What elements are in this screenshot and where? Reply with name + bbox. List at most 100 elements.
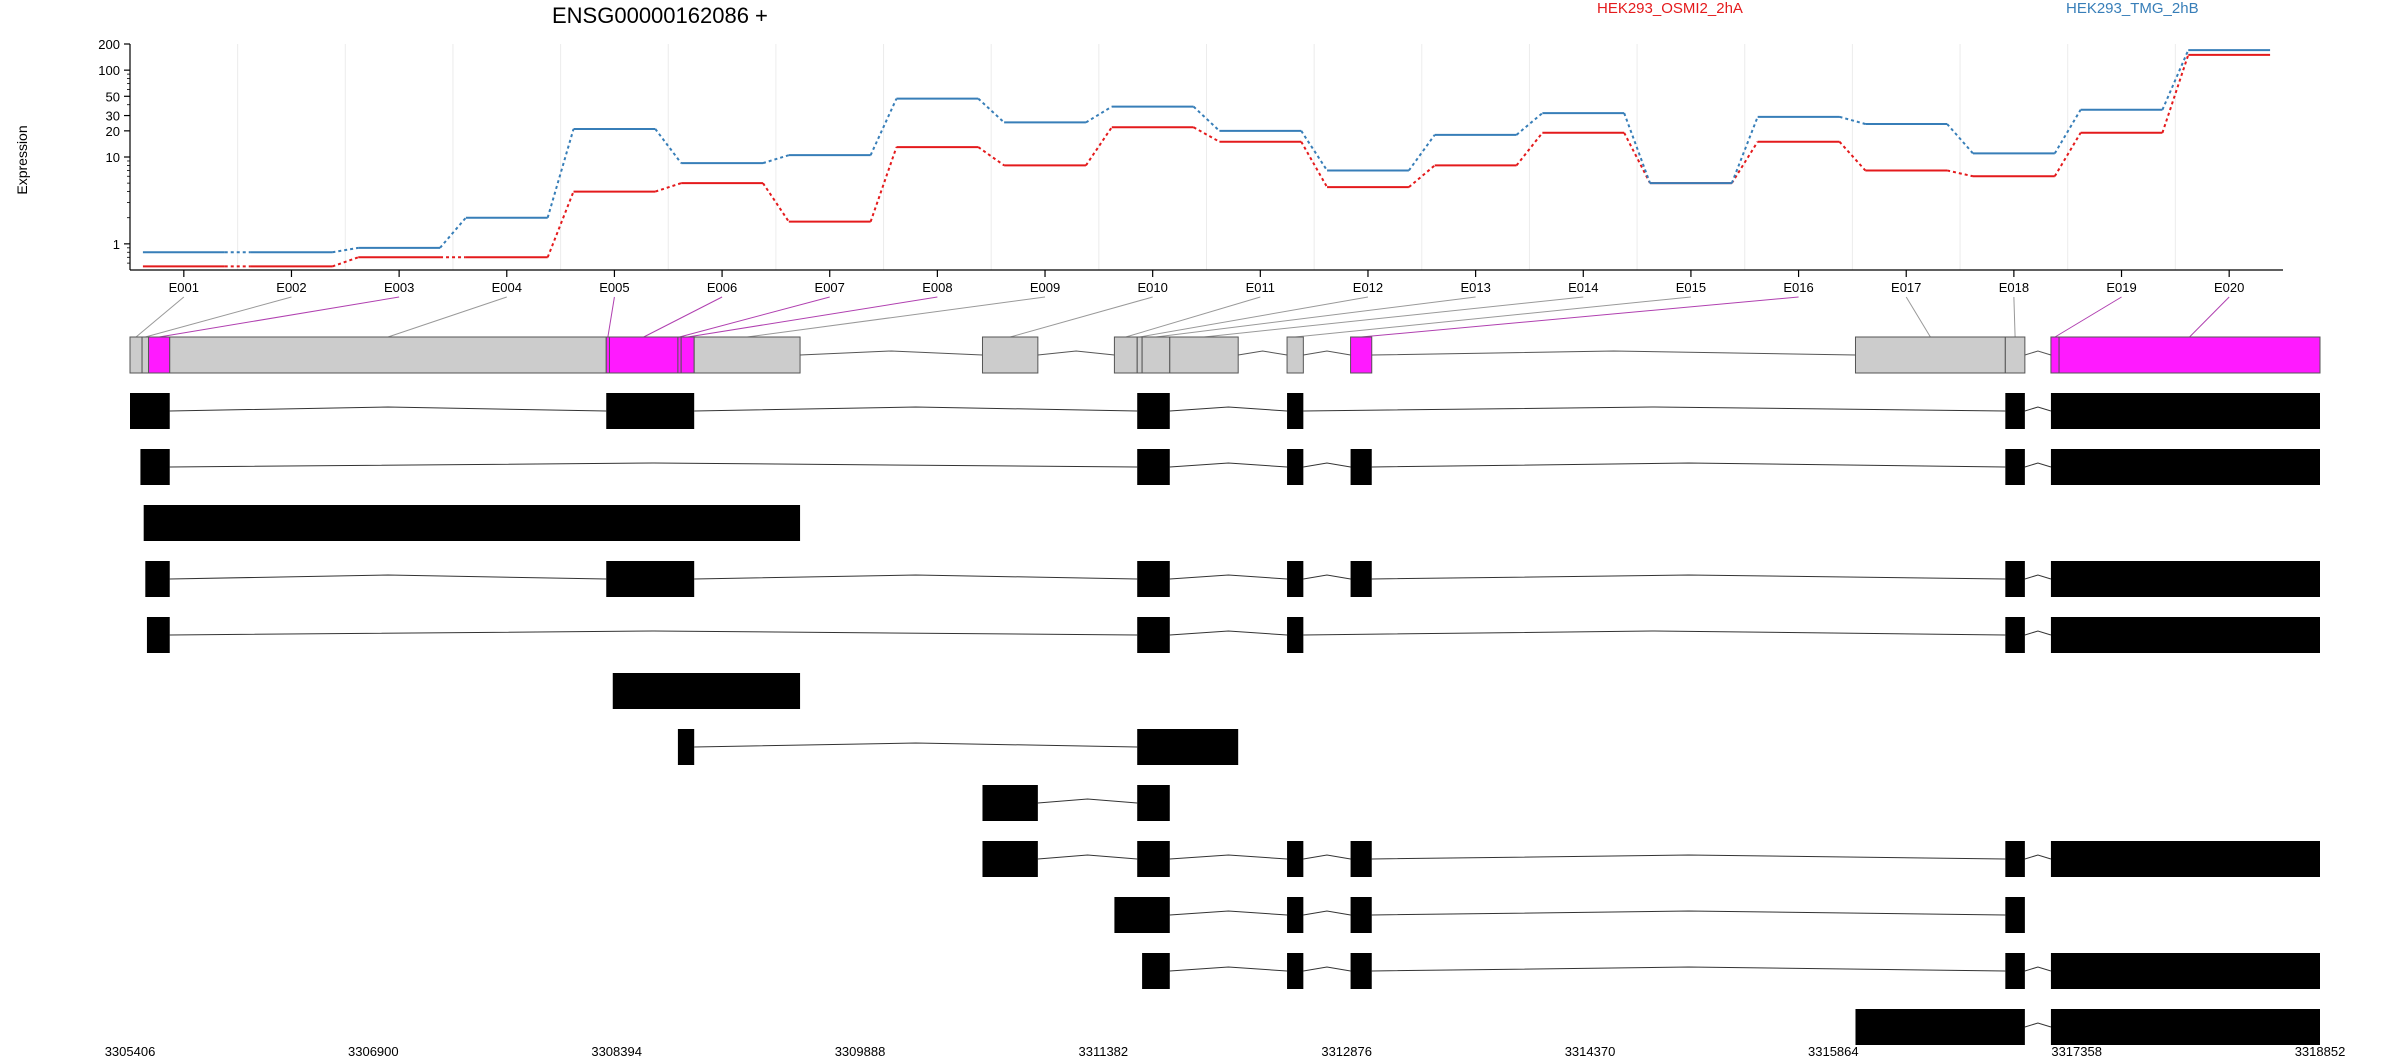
- transcript-intron: [1169, 574, 1288, 580]
- transcript-7: [677, 729, 1239, 765]
- transcript-intron: [694, 406, 1138, 412]
- y-tick-label: 50: [106, 89, 120, 104]
- x-tick-label-e005: E005: [599, 280, 629, 295]
- transcript-3: [143, 505, 801, 541]
- plot-grid: [237, 44, 2176, 270]
- transcript-exon-block: [2005, 897, 2025, 933]
- intron-line: [800, 350, 983, 356]
- x-tick-label-e001: E001: [169, 280, 199, 295]
- x-tick-label-e016: E016: [1783, 280, 1813, 295]
- transcript-intron: [1371, 574, 2006, 580]
- connector-e008: [687, 296, 938, 338]
- x-tick-label-e015: E015: [1676, 280, 1706, 295]
- transcript-exon-block: [1350, 561, 1372, 597]
- x-tick-label-e008: E008: [922, 280, 952, 295]
- connector-e002: [145, 296, 292, 338]
- transcript-intron: [1169, 462, 1288, 468]
- exon-e012: [1136, 336, 1143, 374]
- series-connector: [869, 98, 898, 156]
- exon-e014: [1169, 336, 1239, 374]
- transcript-exon-block: [2050, 953, 2320, 989]
- connector-e017: [1905, 296, 1931, 338]
- x-tick-label-e017: E017: [1891, 280, 1921, 295]
- series-connector: [2053, 132, 2082, 177]
- genomic-tick-label: 3309888: [835, 1044, 886, 1059]
- genomic-tick-label: 3306900: [348, 1044, 399, 1059]
- transcript-exon-block: [1287, 393, 1304, 429]
- series-connector: [1839, 115, 1866, 125]
- transcript-intron: [169, 574, 607, 580]
- connector-e001: [135, 296, 185, 338]
- transcript-exon-block: [612, 673, 801, 709]
- transcript-exon-block: [2050, 1009, 2320, 1045]
- exon-track: [129, 336, 2321, 374]
- transcript-intron: [1303, 630, 2006, 636]
- exon-e013: [1141, 336, 1171, 374]
- y-tick-label: 200: [98, 37, 120, 52]
- transcript-exon-block: [130, 393, 170, 429]
- transcript-exon-block: [2050, 561, 2320, 597]
- transcript-exon-block: [1137, 561, 1170, 597]
- intron-line: [1371, 350, 1856, 356]
- series-connector: [762, 182, 790, 223]
- x-tick-label-e003: E003: [384, 280, 414, 295]
- transcript-intron: [1371, 854, 2006, 860]
- transcript-intron: [1371, 462, 2006, 468]
- exon-e010: [981, 336, 1039, 374]
- x-tick-label-e013: E013: [1460, 280, 1490, 295]
- transcript-exon-block: [145, 561, 170, 597]
- series-connector: [439, 217, 467, 249]
- legend-series-a: HEK293_OSMI2_2hA: [1597, 0, 1743, 17]
- transcript-intron: [1303, 966, 1351, 972]
- transcript-intron: [694, 574, 1138, 580]
- series-connector: [1838, 141, 1867, 172]
- x-tick-label-e009: E009: [1030, 280, 1060, 295]
- transcript-9: [982, 841, 2320, 877]
- series-connector: [654, 128, 682, 164]
- transcript-exon-block: [2005, 561, 2025, 597]
- exon-e002: [141, 336, 150, 374]
- connector-e010: [1010, 296, 1153, 338]
- transcript-6: [612, 673, 801, 709]
- transcript-exon-block: [1350, 953, 1372, 989]
- transcript-intron: [169, 462, 1138, 468]
- connector-e012: [1139, 296, 1369, 338]
- transcript-intron: [2024, 966, 2052, 972]
- transcript-exon-block: [2005, 953, 2025, 989]
- series-connector: [1515, 132, 1544, 167]
- series-connector: [1300, 141, 1328, 188]
- transcript-exon-block: [1287, 953, 1304, 989]
- series-connector: [1408, 134, 1436, 172]
- series-connector: [1085, 105, 1113, 124]
- series-connector: [332, 256, 359, 268]
- connector-e014: [1203, 296, 1584, 338]
- exon-e011: [1113, 336, 1138, 374]
- transcript-exon-block: [606, 561, 695, 597]
- transcript-exon-block: [1287, 897, 1304, 933]
- transcript-exon-block: [606, 393, 695, 429]
- transcript-exon-block: [1350, 841, 1372, 877]
- transcript-exon-block: [1142, 953, 1170, 989]
- exon-e006: [609, 336, 679, 374]
- transcript-intron: [2024, 630, 2052, 636]
- connector-e003: [159, 296, 400, 338]
- chart-title: ENSG00000162086 +: [552, 3, 768, 28]
- transcript-exon-block: [2005, 449, 2025, 485]
- transcript-10: [1114, 897, 2025, 933]
- y-tick-label: 10: [106, 150, 120, 165]
- transcript-exon-block: [982, 785, 1038, 821]
- transcript-exon-block: [2050, 393, 2320, 429]
- transcript-exon-block: [2005, 393, 2025, 429]
- connector-e018: [2013, 296, 2016, 338]
- transcript-exon-block: [1287, 617, 1304, 653]
- plot-series: [142, 49, 2271, 268]
- x-tick-label-e002: E002: [276, 280, 306, 295]
- transcript-intron: [1303, 910, 1351, 916]
- transcript-exon-block: [1137, 393, 1170, 429]
- connector-e007: [679, 296, 830, 338]
- transcript-intron: [1303, 406, 2006, 412]
- transcript-exon-block: [1137, 841, 1170, 877]
- y-tick-label: 20: [106, 124, 120, 139]
- genomic-tick-label: 3315864: [1808, 1044, 1859, 1059]
